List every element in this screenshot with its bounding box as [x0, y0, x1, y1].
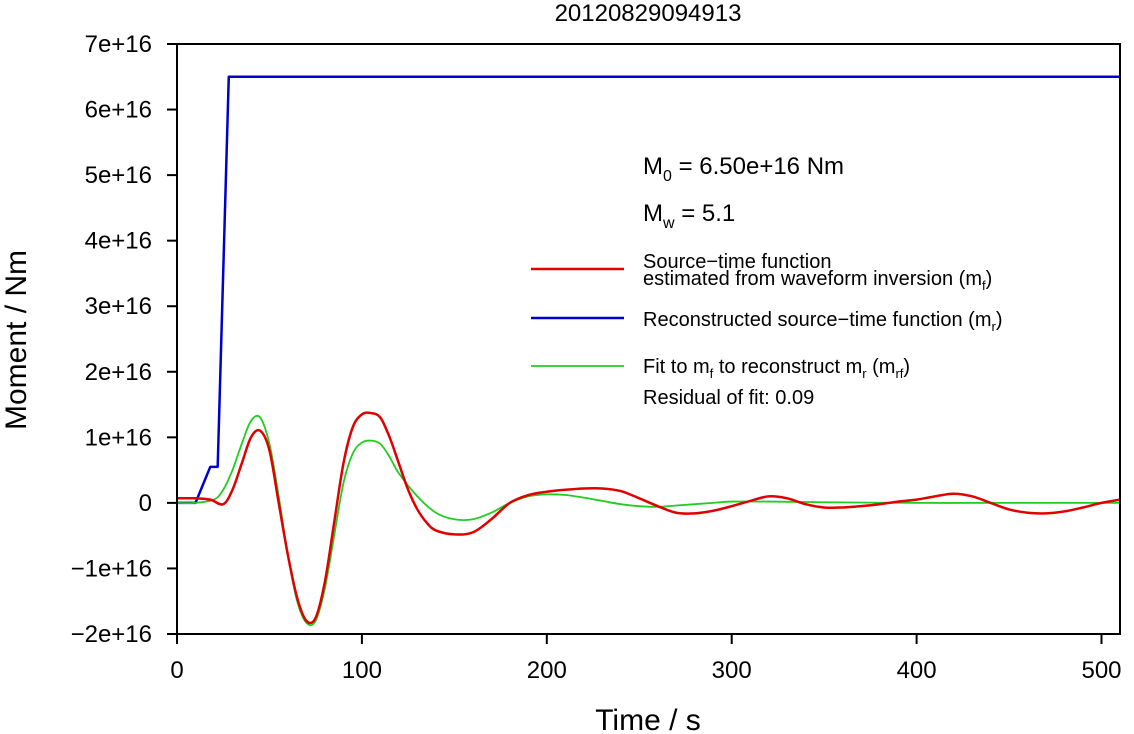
legend-label-mf-line1: Source−time function [643, 251, 831, 273]
legend-label-mf-line2: estimated from waveform inversion (mf) [643, 268, 992, 293]
legend: Source−time function estimated from wave… [531, 251, 1003, 409]
y-tick-label: 6e+16 [85, 97, 152, 124]
plot-frame [176, 43, 1121, 635]
legend-mr-sub: r [992, 319, 997, 334]
x-tick-label: 500 [1081, 657, 1121, 684]
x-axis-label: Time / s [595, 704, 701, 734]
legend-mrf-mid2: (m [867, 356, 896, 378]
y-axis-ticks: −2e+16 −1e+16 0 1e+16 2e+16 3e+16 4e+16 5e+16 6e… [71, 31, 177, 648]
x-tick-label: 100 [342, 657, 382, 684]
legend-label-mr: Reconstructed source−time function (mr) [643, 309, 1003, 334]
mw-value: = 5.1 [675, 200, 736, 227]
plot-series [176, 75, 1121, 627]
mw-prefix: M [643, 200, 663, 227]
mw-annotation: Mw = 5.1 [643, 200, 735, 232]
y-tick-label: 4e+16 [85, 228, 152, 255]
m0-prefix: M [643, 153, 663, 180]
y-axis-label: Moment / Nm [0, 250, 33, 430]
m0-sub: 0 [663, 168, 672, 185]
legend-mrf-mid: to reconstruct m [713, 356, 862, 378]
legend-mrf-sub1: f [710, 366, 714, 381]
series-line-mrf [176, 414, 1120, 627]
y-tick-label: 3e+16 [85, 293, 152, 320]
legend-mrf-pre: Fit to m [643, 356, 710, 378]
legend-label-mrf: Fit to mf to reconstruct mr (mrf) [643, 356, 910, 381]
y-tick-label: −2e+16 [71, 621, 152, 648]
y-tick-label: −1e+16 [71, 555, 152, 582]
legend-mrf-post: ) [903, 356, 910, 378]
x-tick-label: 0 [170, 657, 183, 684]
legend-mr-pre: Reconstructed source−time function (m [643, 309, 992, 331]
m0-annotation: M0 = 6.50e+16 Nm [643, 153, 844, 185]
y-tick-label: 2e+16 [85, 359, 152, 386]
x-tick-label: 300 [712, 657, 752, 684]
series-line-mf [176, 411, 1121, 625]
legend-mrf-sub3: rf [895, 366, 903, 381]
chart-title: 20120829094913 [555, 0, 742, 27]
x-axis-ticks: 0 100 200 300 400 500 [170, 634, 1122, 684]
legend-mf-pre: estimated from waveform inversion (m [643, 268, 982, 290]
mw-sub: w [662, 215, 675, 232]
legend-mr-post: ) [996, 309, 1003, 331]
residual-annotation: Residual of fit: 0.09 [643, 387, 814, 409]
legend-mf-post: ) [986, 268, 993, 290]
y-tick-label: 7e+16 [85, 31, 152, 58]
y-tick-label: 0 [139, 490, 152, 517]
legend-mf-sub: f [982, 278, 986, 293]
x-tick-label: 200 [527, 657, 567, 684]
y-tick-label: 1e+16 [85, 424, 152, 451]
legend-mrf-sub2: r [862, 366, 867, 381]
x-tick-label: 400 [897, 657, 937, 684]
y-tick-label: 5e+16 [85, 162, 152, 189]
m0-value: = 6.50e+16 Nm [672, 153, 844, 180]
